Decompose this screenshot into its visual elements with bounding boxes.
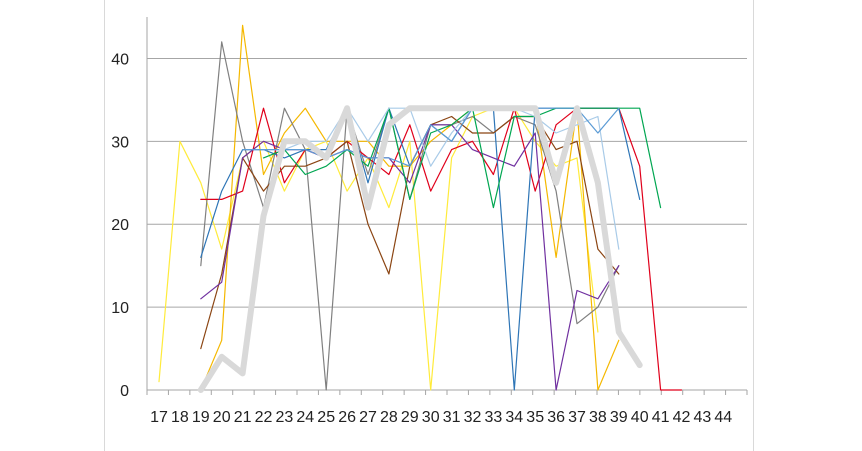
x-tick-label: 30 <box>422 409 440 426</box>
y-tick-label: 0 <box>120 383 129 400</box>
x-tick-label: 17 <box>150 409 168 426</box>
series-line-5 <box>200 107 641 391</box>
x-tick-label: 25 <box>317 409 335 426</box>
series-line-1 <box>158 107 599 391</box>
series-line-7 <box>200 124 620 391</box>
x-tick-label: 26 <box>338 409 356 426</box>
x-tick-label: 28 <box>380 409 398 426</box>
x-tick-label: 20 <box>213 409 231 426</box>
x-tick-label: 35 <box>526 409 544 426</box>
x-tick-label: 24 <box>296 409 314 426</box>
x-tick-label: 38 <box>589 409 607 426</box>
x-tick-label: 21 <box>234 409 252 426</box>
x-tick-label: 42 <box>673 409 691 426</box>
x-tick-label: 23 <box>276 409 294 426</box>
series-line-9 <box>262 107 620 250</box>
series-lines <box>158 24 683 393</box>
x-tick-label: 33 <box>485 409 503 426</box>
series-line-8 <box>262 107 662 209</box>
x-tick-label: 39 <box>610 409 628 426</box>
x-tick-label: 36 <box>547 409 565 426</box>
x-tick-label: 43 <box>694 409 712 426</box>
x-tick-label: 32 <box>464 409 482 426</box>
x-tick-label: 18 <box>171 409 189 426</box>
x-tick-label: 27 <box>359 409 377 426</box>
y-tick-label: 40 <box>111 51 129 68</box>
x-tick-label: 19 <box>192 409 210 426</box>
x-tick-label: 40 <box>631 409 649 426</box>
x-tick-label: 37 <box>568 409 586 426</box>
x-tick-label: 22 <box>255 409 273 426</box>
y-tick-label: 20 <box>111 217 129 234</box>
chart-area: 0 10 20 30 40 17 18 19 20 21 22 23 24 25 26 27 28 29 30 31 3… <box>104 0 754 451</box>
series-line-11 <box>197 105 643 393</box>
x-tick-label: 44 <box>714 409 732 426</box>
y-tick-label: 10 <box>111 300 129 317</box>
x-tick-label: 29 <box>401 409 419 426</box>
series-line-10 <box>242 107 620 167</box>
axes <box>146 17 748 395</box>
x-tick-label: 41 <box>652 409 670 426</box>
x-tick-label: 31 <box>443 409 461 426</box>
x-tick-label: 34 <box>505 409 523 426</box>
y-tick-label: 30 <box>111 134 129 151</box>
